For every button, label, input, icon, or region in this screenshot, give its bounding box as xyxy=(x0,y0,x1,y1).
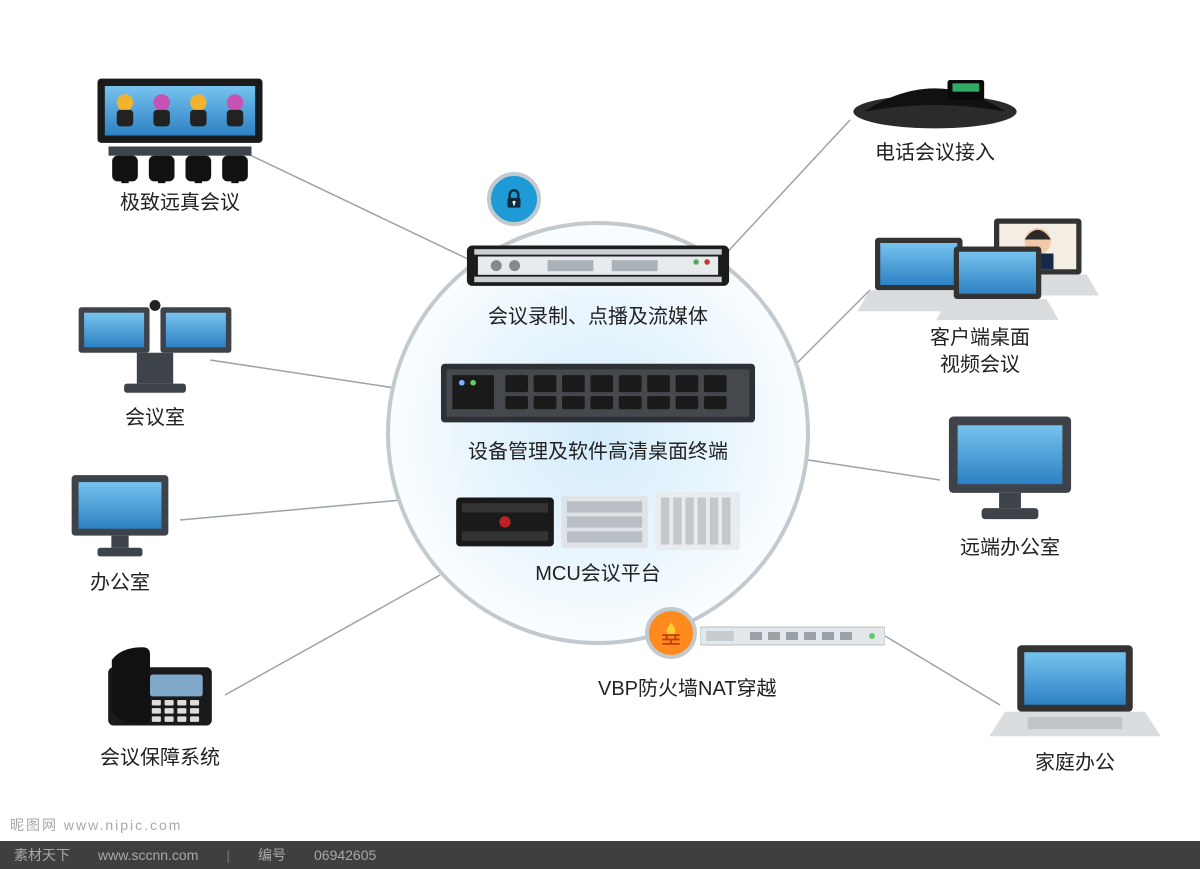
node-remote-office: 远端办公室 xyxy=(925,410,1095,562)
watermark: 昵图网 www.nipic.com xyxy=(10,815,182,835)
node-client-desktop: 客户端桌面 视频会议 xyxy=(850,215,1110,379)
remote-office-label: 远端办公室 xyxy=(925,535,1095,562)
footer-id-label: 编号 xyxy=(258,845,286,865)
immersive-label: 极致远真会议 xyxy=(75,190,285,217)
vbp-device xyxy=(700,625,885,652)
firewall-icon xyxy=(658,620,684,646)
hub-mcu: MCU会议平台 xyxy=(445,490,751,586)
vbp-label: VBP防火墙NAT穿越 xyxy=(598,672,777,701)
meeting-room-label: 会议室 xyxy=(60,405,250,432)
client-desktop-icon xyxy=(850,215,1110,325)
office-icon xyxy=(40,470,200,570)
server-icon xyxy=(430,360,766,435)
mcu-label: MCU会议平台 xyxy=(445,557,751,586)
mcu-icon xyxy=(445,490,751,557)
meeting-room-icon xyxy=(60,300,250,405)
recorder-icon xyxy=(453,240,743,300)
home-office-label: 家庭办公 xyxy=(975,750,1175,777)
home-office-icon xyxy=(975,640,1175,750)
assurance-icon xyxy=(60,640,260,745)
recorder-label: 会议录制、点播及流媒体 xyxy=(453,300,743,329)
assurance-label: 会议保障系统 xyxy=(60,745,260,772)
footer-sep: | xyxy=(226,847,230,863)
node-home-office: 家庭办公 xyxy=(975,640,1175,777)
office-label: 办公室 xyxy=(40,570,200,597)
footer-id-value: 06942605 xyxy=(314,847,376,863)
footer-site: 素材天下 xyxy=(14,845,70,865)
lock-badge xyxy=(487,172,541,226)
node-office: 办公室 xyxy=(40,470,200,597)
lock-icon xyxy=(501,186,527,212)
client-desktop-label: 客户端桌面 视频会议 xyxy=(850,325,1110,379)
server-label: 设备管理及软件高清桌面终端 xyxy=(430,435,766,464)
hub-server: 设备管理及软件高清桌面终端 xyxy=(430,360,766,464)
phone-access-icon xyxy=(830,60,1040,140)
hub-recorder: 会议录制、点播及流媒体 xyxy=(453,240,743,329)
immersive-icon xyxy=(75,75,285,190)
footer-bar: 素材天下 www.sccnn.com | 编号 06942605 xyxy=(0,841,1200,869)
node-immersive: 极致远真会议 xyxy=(75,75,285,217)
node-meeting-room: 会议室 xyxy=(60,300,250,432)
firewall-badge xyxy=(645,607,697,659)
phone-access-label: 电话会议接入 xyxy=(830,140,1040,167)
remote-office-icon xyxy=(925,410,1095,535)
diagram-canvas: 会议录制、点播及流媒体 设备管理及软件高清桌面终端 xyxy=(0,0,1200,869)
node-assurance: 会议保障系统 xyxy=(60,640,260,772)
node-phone-access: 电话会议接入 xyxy=(830,60,1040,167)
footer-url: www.sccnn.com xyxy=(98,847,198,863)
